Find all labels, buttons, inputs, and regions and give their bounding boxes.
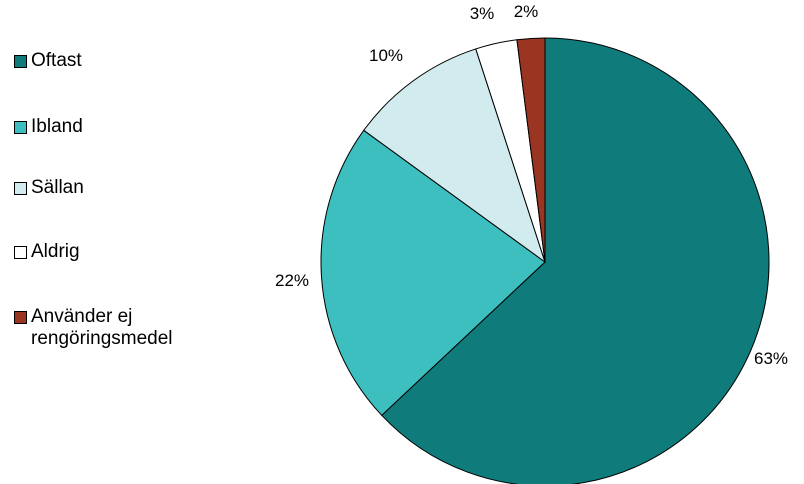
pie-slice-sällan [363, 48, 546, 264]
legend-item-sallan: Sällan [14, 177, 231, 199]
pie-slices [320, 37, 770, 484]
data-label-3: 10% [369, 46, 403, 65]
data-label-2: 22% [275, 271, 309, 290]
legend-swatch-ibland [14, 121, 27, 134]
legend-item-oftast: Oftast [14, 50, 231, 72]
legend-swatch-sallan [14, 182, 27, 195]
legend-label-sallan: Sällan [31, 177, 84, 198]
pie-slice-använder [516, 37, 546, 263]
legend-label-aldrig: Aldrig [31, 241, 80, 262]
pie-slice-oftast [381, 37, 770, 484]
legend-label-oftast: Oftast [31, 50, 82, 71]
legend-swatch-anvander-ej [14, 311, 27, 324]
data-label-5: 2% [514, 2, 539, 21]
legend-label-anvander-ej: Använder ej rengöringsmedel [31, 306, 173, 349]
data-label-1: 63% [754, 349, 788, 368]
pie-slice-ibland [320, 129, 546, 417]
legend-item-ibland: Ibland [14, 116, 231, 138]
legend-item-anvander-ej: Använder ej rengöringsmedel [14, 306, 231, 350]
data-label-4: 3% [470, 4, 495, 23]
legend-swatch-oftast [14, 55, 27, 68]
legend-label-ibland: Ibland [31, 116, 83, 137]
pie-data-labels: 63% 22% 10% 3% 2% [275, 2, 788, 368]
legend-item-aldrig: Aldrig [14, 241, 231, 263]
legend-swatch-aldrig [14, 246, 27, 259]
